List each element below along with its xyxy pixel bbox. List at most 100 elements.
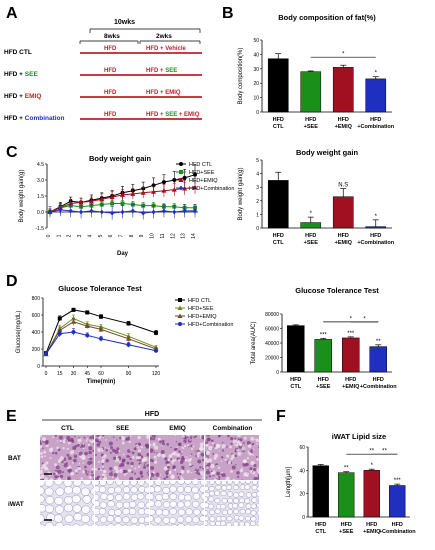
data-point: [99, 209, 104, 215]
tissue-dot: [139, 463, 141, 466]
tissue-dot: [136, 445, 138, 448]
tissue-dot: [99, 477, 102, 480]
tissue-dot: [66, 476, 72, 480]
adipocyte: [178, 530, 185, 536]
tissue-dot: [153, 451, 156, 454]
tissue-dot: [54, 479, 56, 480]
tissue-dot: [168, 454, 173, 459]
adipocyte: [192, 516, 200, 524]
adipocyte: [64, 486, 73, 495]
adipocyte: [64, 503, 73, 513]
tissue-dot: [49, 456, 52, 459]
data-point: [179, 162, 183, 166]
significance-label: ***: [347, 331, 355, 337]
adipocyte: [221, 498, 228, 504]
legend-label: HFD+SEE: [188, 306, 214, 312]
data-point: [177, 305, 183, 310]
adipocyte: [226, 515, 233, 522]
tissue-dot: [108, 472, 113, 477]
tissue-dot: [163, 477, 167, 480]
tissue-dot: [101, 460, 105, 464]
adipocyte: [176, 485, 185, 493]
adipocyte: [138, 522, 146, 526]
chart-title: Body weight gain: [89, 154, 152, 163]
tissue-dot: [226, 445, 228, 448]
y-tick-label: 5: [256, 158, 259, 164]
tissue-dot: [77, 467, 81, 471]
tissue-dot: [184, 458, 188, 462]
adipocyte: [40, 494, 45, 504]
tissue-dot: [236, 448, 240, 452]
adipocyte: [163, 524, 170, 526]
x-tick-label: HFD: [318, 377, 329, 383]
x-tick-label: HFD: [290, 377, 301, 383]
group-label-suffix: Combination: [25, 115, 65, 122]
tissue-dot: [88, 439, 92, 443]
tissue-dot: [187, 435, 190, 437]
tissue-dot: [191, 448, 194, 451]
adipocyte: [115, 532, 122, 538]
x-tick-label: 2: [67, 234, 73, 237]
tissue-dot: [150, 443, 152, 446]
y-tick-label: 600: [32, 313, 41, 319]
panel-b: B Body composition of fat(%) Body composi…: [222, 5, 395, 130]
y-tick-label: 20: [299, 492, 305, 498]
tissue-dot: [150, 478, 152, 480]
histology-texture: [205, 435, 259, 480]
tissue-dot: [163, 466, 168, 471]
data-point: [71, 307, 76, 312]
adipocyte: [214, 497, 221, 504]
adipocyte: [170, 531, 177, 537]
tissue-dot: [42, 478, 45, 480]
data-point: [71, 319, 76, 324]
tissue-dot: [144, 479, 146, 480]
tissue-dot: [206, 435, 210, 437]
adipocyte: [144, 524, 149, 526]
tissue-dot: [137, 449, 141, 453]
adipocyte: [205, 485, 209, 492]
tissue-dot: [126, 454, 130, 458]
x-tick-label: CTL: [290, 384, 301, 390]
tissue-dot: [80, 443, 86, 448]
tissue-dot: [211, 442, 214, 445]
tissue-dot: [60, 442, 62, 444]
x-tick-label: +Combination: [357, 124, 394, 130]
tissue-dot: [181, 465, 185, 470]
tissue-dot: [109, 451, 112, 454]
tissue-dot: [257, 474, 259, 476]
treatment-label: HFD + SEE: [146, 68, 177, 74]
tissue-dot: [74, 435, 76, 438]
treatment-part: Vehicle: [165, 46, 186, 52]
data-point: [89, 208, 94, 214]
tissue-dot: [177, 459, 181, 462]
tissue-dot: [160, 450, 165, 455]
tissue-dot: [186, 456, 188, 458]
tissue-dot: [89, 436, 93, 439]
x-tick-label: 120: [152, 371, 161, 377]
tissue-dot: [214, 453, 219, 458]
adipocyte: [227, 509, 234, 515]
tissue-dot: [59, 474, 64, 479]
tissue-dot: [140, 446, 143, 449]
tissue-dot: [72, 461, 74, 464]
adipocyte: [161, 493, 170, 500]
adipocyte: [208, 503, 215, 509]
adipocyte: [54, 481, 63, 486]
data-point: [79, 209, 84, 215]
legend-label: HFD CTL: [189, 162, 212, 168]
tissue-dot: [103, 454, 107, 458]
adipocyte: [257, 481, 259, 486]
bar: [338, 472, 355, 518]
tissue-dot: [220, 473, 223, 476]
tissue-dot: [98, 436, 102, 439]
tissue-dot: [96, 443, 101, 447]
adipocyte: [200, 532, 207, 538]
tissue-dot: [155, 458, 157, 460]
tissue-dot: [78, 462, 81, 465]
tissue-dot: [249, 467, 253, 471]
adipocyte: [40, 504, 47, 513]
hfd-label: HFD: [104, 112, 117, 118]
bar: [332, 67, 354, 113]
y-tick-label: 4.5: [37, 162, 44, 168]
treatment-label: HFD + EMIQ: [146, 90, 181, 96]
